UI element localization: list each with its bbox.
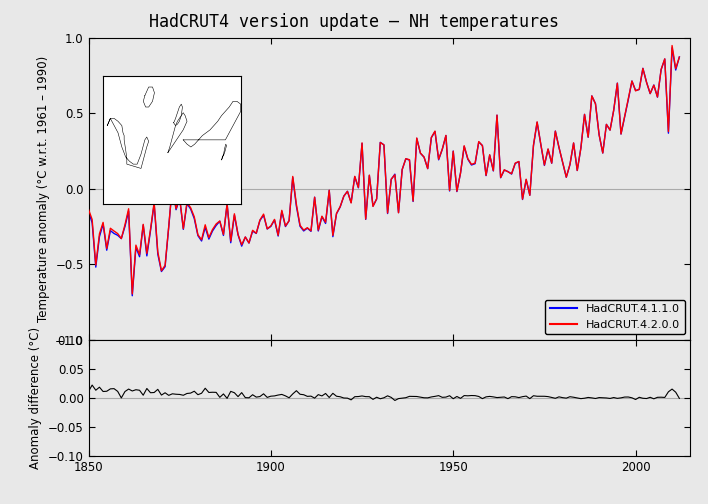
- Y-axis label: Anomaly difference (°C): Anomaly difference (°C): [29, 327, 42, 469]
- Y-axis label: Temperature anomaly (°C w.r.t. 1961 – 1990): Temperature anomaly (°C w.r.t. 1961 – 19…: [37, 56, 50, 322]
- Text: HadCRUT4 version update – NH temperatures: HadCRUT4 version update – NH temperature…: [149, 13, 559, 31]
- Legend: HadCRUT.4.1.1.0, HadCRUT.4.2.0.0: HadCRUT.4.1.1.0, HadCRUT.4.2.0.0: [545, 300, 685, 334]
